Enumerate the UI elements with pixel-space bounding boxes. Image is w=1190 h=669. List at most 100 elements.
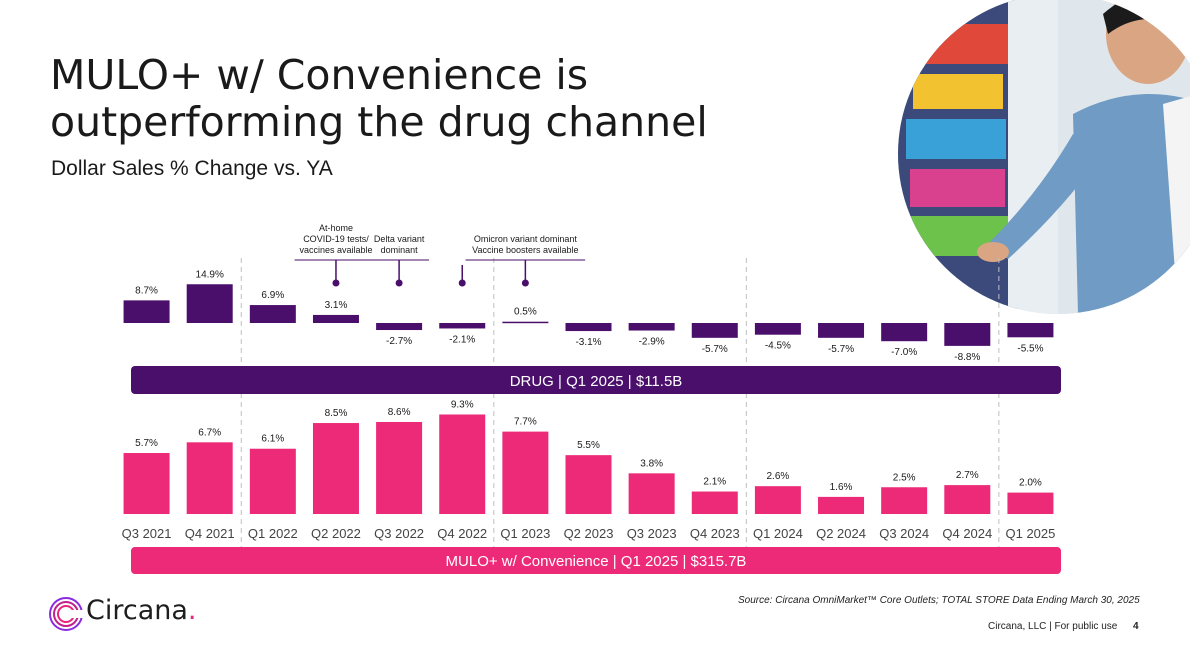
x-tick-label: Q1 2024: [753, 526, 803, 541]
mulo-data-label: 2.0%: [1019, 478, 1042, 489]
x-tick-label: Q1 2025: [1005, 526, 1055, 541]
drug-bar: [628, 323, 675, 331]
mulo-bar: [123, 453, 170, 514]
x-tick-label: Q2 2022: [311, 526, 361, 541]
drug-data-label: 8.7%: [135, 285, 158, 296]
mulo-data-label: 2.5%: [893, 472, 916, 483]
mulo-data-label: 6.7%: [198, 427, 221, 438]
person-shopping-photo: [898, 0, 1190, 314]
mulo-series-label: MULO+ w/ Convenience | Q1 2025 | $315.7B: [446, 553, 747, 570]
drug-data-label: -5.5%: [1017, 343, 1043, 354]
logo-text: Circana: [86, 595, 188, 626]
x-tick-label: Q1 2023: [500, 526, 550, 541]
source-note: Source: Circana OmniMarket™ Core Outlets…: [738, 595, 1140, 606]
drug-bar: [944, 323, 991, 346]
annotation-text: vaccines available: [299, 245, 372, 255]
mulo-bar: [1007, 492, 1054, 514]
mulo-bar: [186, 442, 233, 514]
drug-data-label: -8.8%: [954, 352, 980, 363]
drug-data-label: -7.0%: [891, 347, 917, 358]
footer-company: Circana, LLC | For public use: [988, 621, 1118, 632]
drug-data-label: 0.5%: [514, 307, 537, 318]
x-tick-label: Q4 2023: [690, 526, 740, 541]
mulo-data-label: 2.7%: [956, 470, 979, 481]
x-tick-label: Q4 2021: [185, 526, 235, 541]
annotation-text: Vaccine boosters available: [472, 245, 578, 255]
mulo-data-label: 3.8%: [640, 458, 663, 469]
drug-bar: [376, 323, 423, 331]
drug-bar: [502, 321, 549, 324]
drug-data-label: -3.1%: [575, 337, 601, 348]
x-tick-label: Q2 2023: [564, 526, 614, 541]
drug-bar: [818, 323, 865, 338]
drug-bar: [691, 323, 738, 338]
mulo-bar: [944, 485, 991, 514]
drug-bar: [1007, 323, 1054, 338]
annotation-pointer-dot: [521, 279, 529, 287]
drug-data-label: -5.7%: [828, 344, 854, 355]
annotation-text: dominant: [381, 245, 419, 255]
drug-data-label: -4.5%: [765, 341, 791, 352]
circana-logo-icon: [49, 597, 86, 631]
mulo-bar: [312, 423, 359, 514]
x-tick-label: Q4 2024: [942, 526, 992, 541]
annotation-text: COVID-19 tests/: [303, 234, 369, 244]
annotation-text: Delta variant: [374, 234, 425, 244]
mulo-bar: [439, 414, 486, 514]
mulo-bar: [565, 455, 612, 514]
drug-bar: [881, 323, 928, 342]
drug-data-label: -2.1%: [449, 334, 475, 345]
page-number: 4: [1133, 621, 1139, 632]
x-tick-label: Q3 2021: [122, 526, 172, 541]
mulo-bar: [818, 496, 865, 514]
annotation-pointer-dot: [458, 279, 466, 287]
slide-title: MULO+ w/ Convenience is outperforming th…: [50, 51, 708, 146]
mulo-data-label: 8.5%: [325, 408, 348, 419]
drug-data-label: -2.7%: [386, 336, 412, 347]
x-tick-label: Q3 2022: [374, 526, 424, 541]
slide-subtitle: Dollar Sales % Change vs. YA: [51, 157, 333, 180]
mulo-data-label: 5.7%: [135, 438, 158, 449]
annotation-pointer-dot: [395, 279, 403, 287]
mulo-bar: [376, 421, 423, 514]
mulo-series-banner: [131, 547, 1061, 574]
drug-bar: [249, 305, 296, 323]
drug-data-label: -2.9%: [639, 337, 665, 348]
logo-dot: .: [187, 595, 197, 626]
mulo-data-label: 7.7%: [514, 417, 537, 428]
drug-data-label: 3.1%: [325, 300, 348, 311]
mulo-bar: [249, 448, 296, 514]
mulo-data-label: 9.3%: [451, 399, 474, 410]
drug-bar: [123, 300, 170, 323]
mulo-bar: [881, 487, 928, 514]
annotation-text: Omicron variant dominant: [474, 234, 578, 244]
drug-bar: [439, 323, 486, 329]
x-tick-label: Q1 2022: [248, 526, 298, 541]
mulo-data-label: 6.1%: [261, 434, 284, 445]
mulo-bar: [754, 486, 801, 514]
x-tick-label: Q2 2024: [816, 526, 866, 541]
drug-data-label: -5.7%: [702, 344, 728, 355]
drug-bar: [186, 284, 233, 323]
drug-bar: [754, 323, 801, 335]
mulo-data-label: 5.5%: [577, 440, 600, 451]
drug-data-label: 14.9%: [196, 269, 224, 280]
drug-series-banner: [131, 366, 1061, 394]
mulo-bar: [691, 491, 738, 514]
circana-logo: Circana.: [46, 593, 197, 635]
mulo-data-label: 2.6%: [767, 471, 790, 482]
mulo-bar: [502, 431, 549, 514]
mulo-data-label: 8.6%: [388, 407, 411, 418]
annotation-text: At-home: [319, 223, 353, 233]
logo-wordmark: Circana.: [86, 595, 197, 626]
annotation-pointer-dot: [332, 279, 340, 287]
mulo-bar: [628, 473, 675, 514]
mulo-data-label: 2.1%: [703, 477, 726, 488]
drug-bar: [565, 323, 612, 332]
mulo-data-label: 1.6%: [830, 482, 853, 493]
drug-data-label: 6.9%: [261, 290, 284, 301]
x-tick-label: Q3 2023: [627, 526, 677, 541]
drug-bar: [312, 314, 359, 323]
drug-series-label: DRUG | Q1 2025 | $11.5B: [510, 373, 683, 390]
